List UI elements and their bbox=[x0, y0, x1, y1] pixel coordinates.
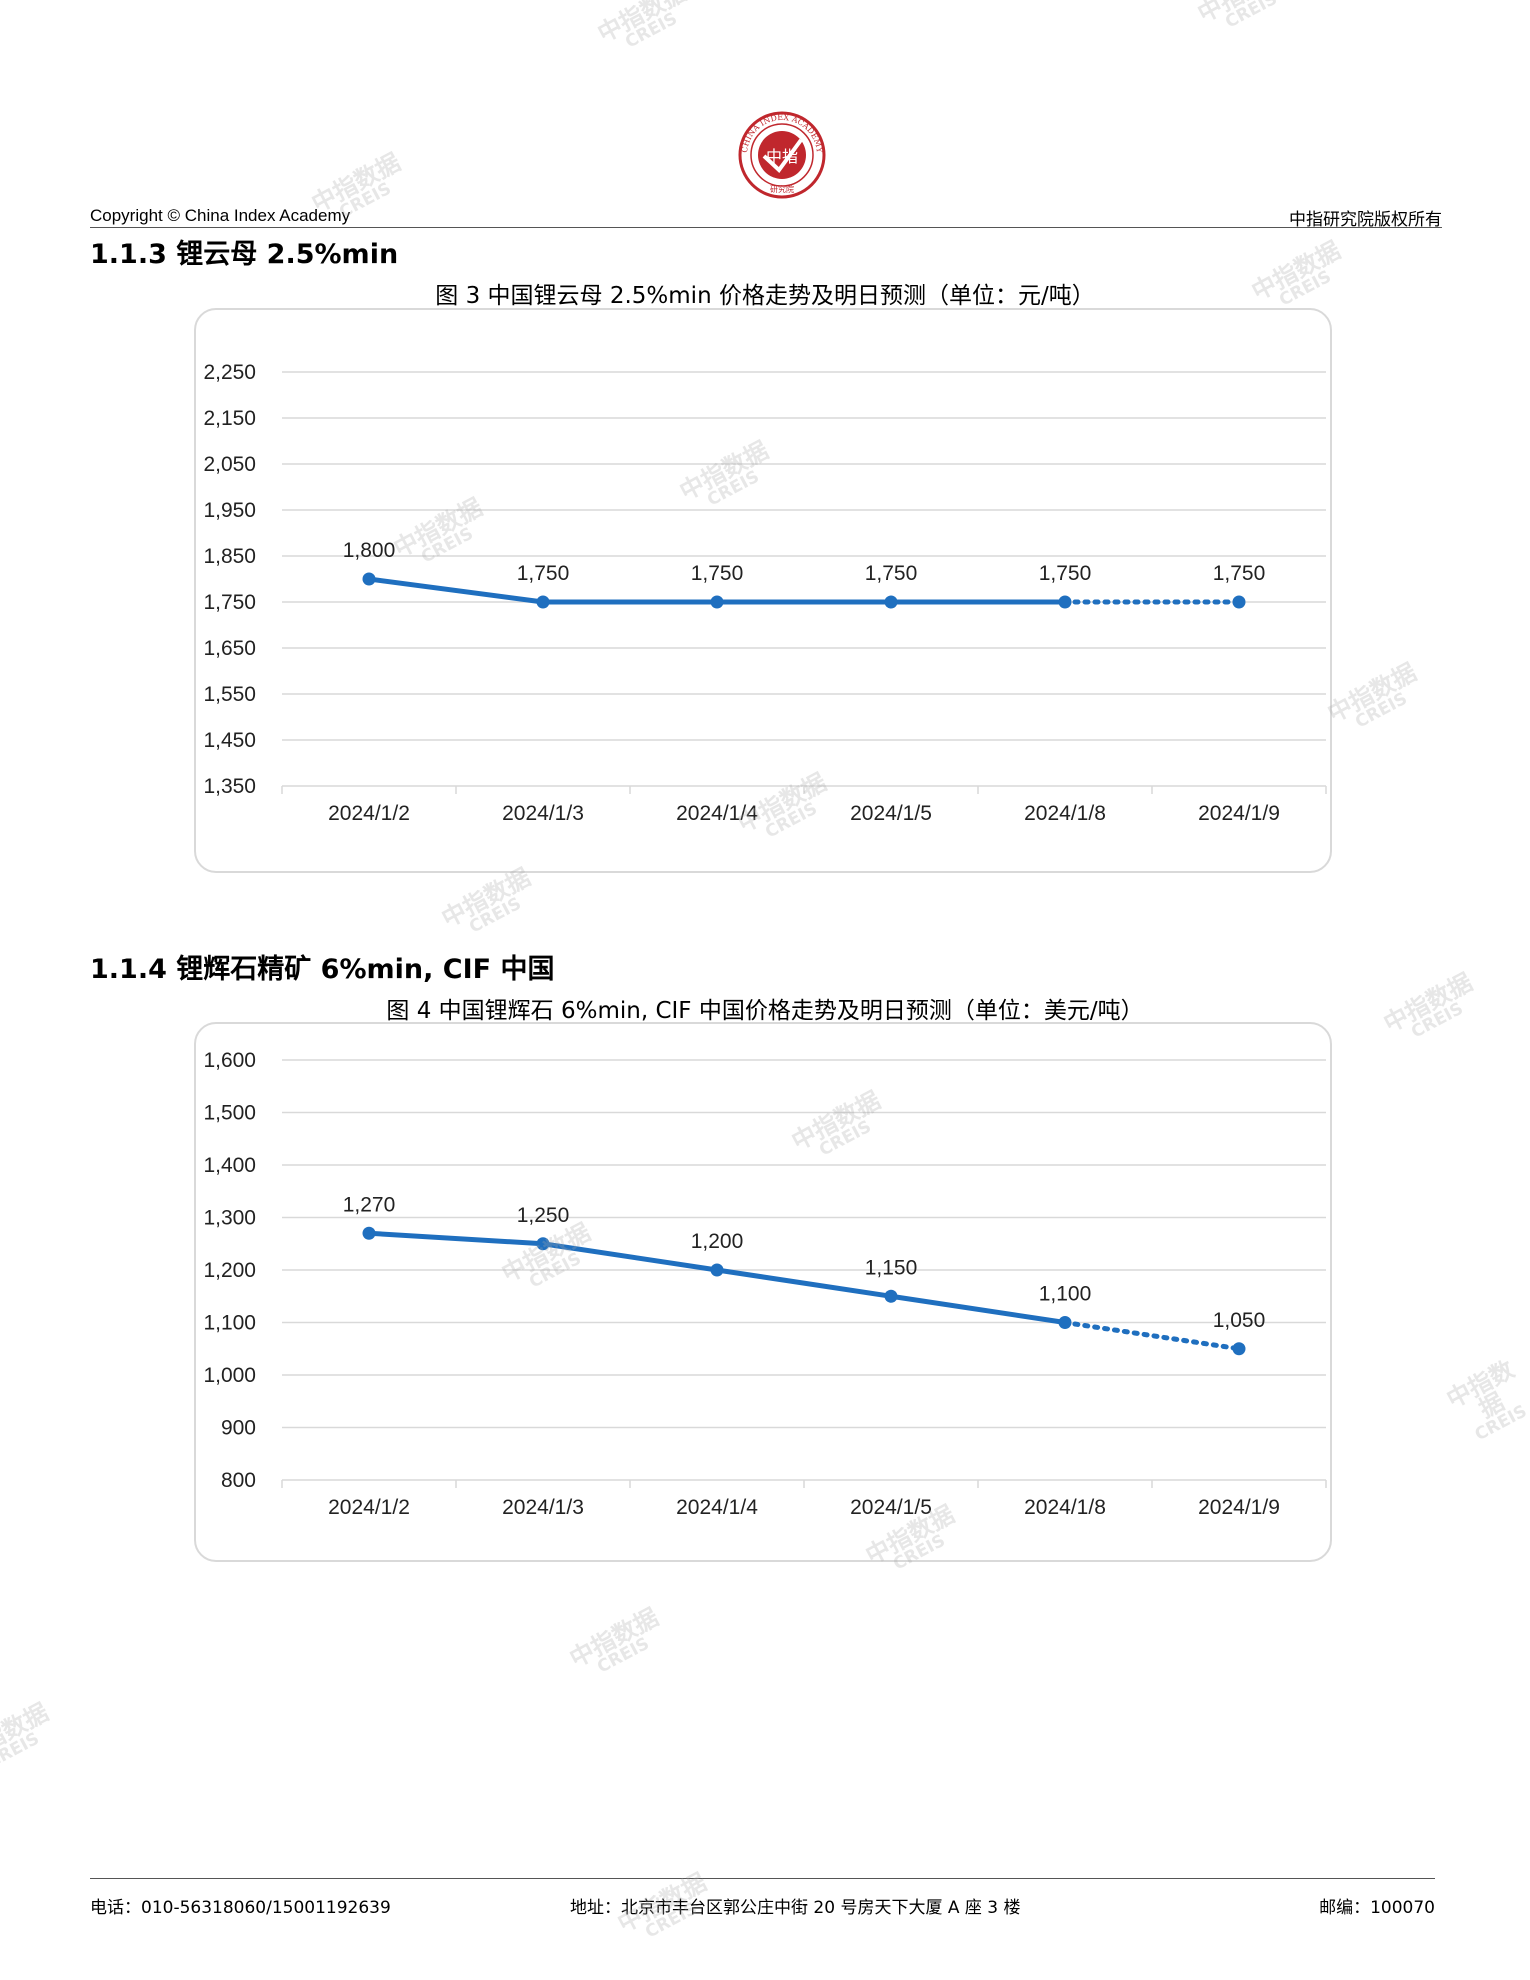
x-tick-label: 2024/1/3 bbox=[502, 802, 584, 825]
y-tick-label: 1,550 bbox=[203, 683, 256, 706]
y-tick-label: 2,250 bbox=[203, 361, 256, 384]
forecast-line bbox=[1062, 1320, 1242, 1352]
x-tick-label: 2024/1/5 bbox=[850, 1496, 932, 1519]
data-point bbox=[536, 595, 550, 609]
x-tick-label: 2024/1/8 bbox=[1024, 802, 1106, 825]
data-label: 1,200 bbox=[691, 1230, 744, 1253]
x-tick-label: 2024/1/4 bbox=[676, 802, 758, 825]
data-label: 1,100 bbox=[1039, 1283, 1092, 1306]
header-divider bbox=[90, 227, 1442, 228]
x-tick-label: 2024/1/2 bbox=[328, 802, 410, 825]
data-point bbox=[710, 595, 724, 609]
data-label: 1,150 bbox=[865, 1256, 918, 1279]
y-tick-label: 1,100 bbox=[203, 1312, 256, 1335]
data-point bbox=[710, 1263, 724, 1277]
data-point bbox=[1232, 1342, 1246, 1356]
y-tick-label: 1,350 bbox=[203, 775, 256, 798]
logo-text: 中指 bbox=[766, 147, 798, 166]
footer-phone: 电话：010-56318060/15001192639 bbox=[90, 1898, 391, 1918]
y-tick-label: 800 bbox=[221, 1469, 256, 1492]
y-tick-label: 1,650 bbox=[203, 637, 256, 660]
academy-logo: 中指 CHINA INDEX ACADEMY 研究院 bbox=[737, 110, 827, 200]
footer-divider bbox=[90, 1878, 1435, 1879]
data-label: 1,250 bbox=[517, 1204, 570, 1227]
data-label: 1,750 bbox=[1213, 562, 1266, 585]
x-tick-label: 2024/1/8 bbox=[1024, 1496, 1106, 1519]
chart-spodumene-price: 800 900 1,000 1,100 1,200 1,300 1,400 1,500 1,60… bbox=[194, 1022, 1332, 1562]
figure-title-lepidolite: 图 3 中国锂云母 2.5%min 价格走势及明日预测（单位：元/吨） bbox=[435, 283, 1095, 309]
y-tick-label: 2,150 bbox=[203, 407, 256, 430]
data-point bbox=[1058, 595, 1072, 609]
section-title-lepidolite: 1.1.3 锂云母 2.5%min bbox=[90, 239, 399, 270]
y-tick-label: 1,300 bbox=[203, 1207, 256, 1230]
x-tick-label: 2024/1/4 bbox=[676, 1496, 758, 1519]
x-tick-label: 2024/1/9 bbox=[1198, 1496, 1280, 1519]
y-tick-label: 1,000 bbox=[203, 1364, 256, 1387]
chart-lepidolite-price: 1,350 1,450 1,550 1,650 1,750 1,850 1,950 2,050… bbox=[194, 308, 1332, 873]
data-point bbox=[536, 1237, 550, 1251]
data-label: 1,050 bbox=[1213, 1309, 1266, 1332]
y-tick-label: 1,400 bbox=[203, 1154, 256, 1177]
y-tick-label: 2,050 bbox=[203, 453, 256, 476]
y-tick-label: 1,600 bbox=[203, 1049, 256, 1072]
data-point bbox=[362, 1226, 376, 1240]
y-tick-label: 1,950 bbox=[203, 499, 256, 522]
y-tick-label: 1,750 bbox=[203, 591, 256, 614]
logo-bottom-text: 研究院 bbox=[770, 184, 794, 194]
x-tick-label: 2024/1/3 bbox=[502, 1496, 584, 1519]
data-label: 1,800 bbox=[343, 539, 396, 562]
rights-text: 中指研究院版权所有 bbox=[1289, 210, 1442, 230]
data-label: 1,750 bbox=[865, 562, 918, 585]
x-tick-label: 2024/1/9 bbox=[1198, 802, 1280, 825]
y-tick-label: 1,850 bbox=[203, 545, 256, 568]
data-label: 1,270 bbox=[343, 1193, 396, 1216]
y-tick-label: 1,450 bbox=[203, 729, 256, 752]
figure-title-spodumene: 图 4 中国锂辉石 6%min, CIF 中国价格走势及明日预测（单位：美元/吨… bbox=[386, 998, 1144, 1024]
x-tick-label: 2024/1/5 bbox=[850, 802, 932, 825]
data-label: 1,750 bbox=[691, 562, 744, 585]
section-title-spodumene: 1.1.4 锂辉石精矿 6%min, CIF 中国 bbox=[90, 954, 555, 985]
data-point bbox=[362, 572, 376, 586]
data-point bbox=[884, 595, 898, 609]
y-tick-label: 1,200 bbox=[203, 1259, 256, 1282]
y-tick-label: 900 bbox=[221, 1417, 256, 1440]
data-label: 1,750 bbox=[517, 562, 570, 585]
data-point bbox=[884, 1289, 898, 1303]
copyright-text: Copyright © China Index Academy bbox=[90, 206, 351, 225]
footer-postcode: 邮编：100070 bbox=[1319, 1898, 1435, 1918]
chart-svg: 800 900 1,000 1,100 1,200 1,300 1,400 1,500 1,60… bbox=[203, 1049, 1327, 1519]
chart-svg: 1,350 1,450 1,550 1,650 1,750 1,850 1,950 2,050… bbox=[203, 361, 1327, 825]
y-tick-label: 1,500 bbox=[203, 1102, 256, 1125]
data-point bbox=[1058, 1316, 1072, 1329]
data-point bbox=[1232, 595, 1246, 609]
footer-address: 地址：北京市丰台区郭公庄中街 20 号房天下大厦 A 座 3 楼 bbox=[570, 1898, 1021, 1918]
x-tick-label: 2024/1/2 bbox=[328, 1496, 410, 1519]
data-label: 1,750 bbox=[1039, 562, 1092, 585]
